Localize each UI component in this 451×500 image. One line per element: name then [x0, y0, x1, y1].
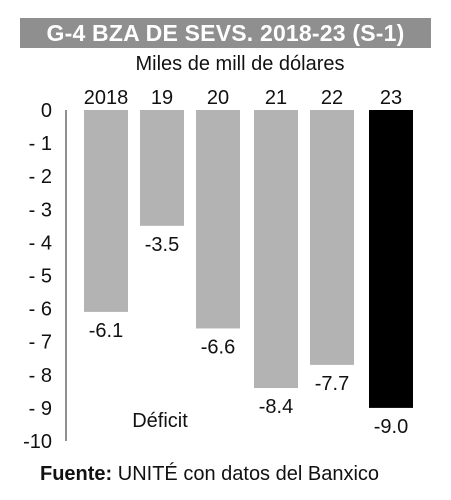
y-tick-label: - 2: [29, 166, 52, 188]
y-tick-label: - 9: [29, 398, 52, 420]
y-tick-label: - 4: [29, 232, 52, 254]
deficit-annotation: Déficit: [132, 410, 188, 432]
data-label: -6.1: [89, 320, 123, 342]
x-category-label: 20: [207, 87, 229, 109]
bar-23: [369, 110, 413, 408]
y-tick-label: - 1: [29, 133, 52, 155]
y-tick-label: - 7: [29, 332, 52, 354]
x-category-label: 19: [151, 87, 173, 109]
bar-22: [310, 110, 354, 365]
x-category-label: 22: [321, 87, 343, 109]
source-note: Fuente: UNITÉ con datos del Banxico: [40, 462, 379, 485]
data-label: -6.6: [201, 336, 235, 358]
bar-20: [196, 110, 240, 329]
y-tick-label: -10: [23, 431, 52, 453]
y-tick-label: - 3: [29, 199, 52, 221]
y-axis-unit-label: Miles de mill de dólares: [136, 53, 345, 75]
bar-2018: [84, 110, 128, 312]
y-tick-label: - 8: [29, 365, 52, 387]
data-label: -3.5: [145, 234, 179, 256]
y-tick-label: - 6: [29, 299, 52, 321]
data-label: -8.4: [259, 396, 293, 418]
x-category-label: 21: [265, 87, 287, 109]
source-text: UNITÉ con datos del Banxico: [112, 462, 379, 485]
bar-21: [254, 110, 298, 389]
data-label: -9.0: [374, 416, 408, 438]
chart-title: G-4 BZA DE SEVS. 2018-23 (S-1): [20, 18, 431, 48]
bar-19: [140, 110, 184, 226]
x-category-label: 23: [380, 87, 402, 109]
data-label: -7.7: [315, 373, 349, 395]
y-tick-label: - 5: [29, 266, 52, 288]
x-category-label: 2018: [84, 87, 129, 109]
source-label: Fuente:: [40, 463, 112, 485]
y-tick-label: 0: [41, 100, 52, 122]
